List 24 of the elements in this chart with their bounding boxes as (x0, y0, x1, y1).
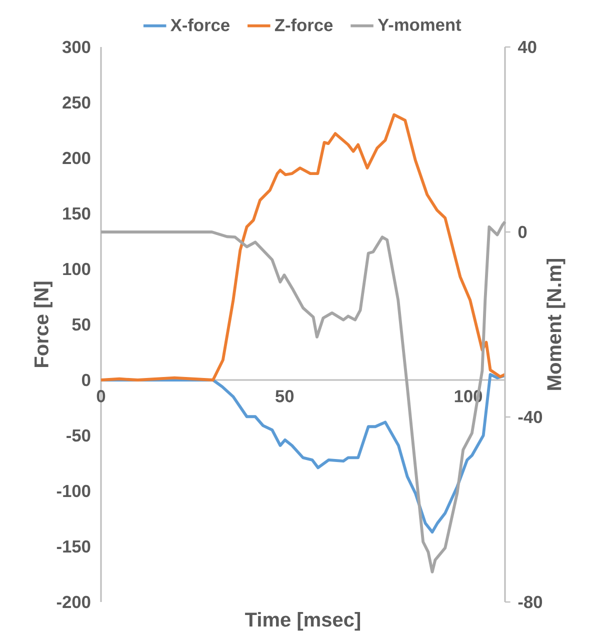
y-tick-label: 100 (63, 262, 90, 276)
x-tick-label: 50 (276, 390, 294, 402)
y2-tick-label: -40 (518, 410, 542, 424)
y-tick-label: -150 (56, 540, 90, 553)
y-axis-title: Force [N] (34, 282, 52, 368)
y-tick-label: 0 (82, 374, 90, 386)
y-tick-label: 250 (62, 96, 90, 109)
legend-label: Z-force (274, 18, 333, 32)
x-tick-label: 0 (96, 390, 106, 402)
y-tick-label: 150 (63, 207, 90, 220)
y-tick-label: 50 (72, 318, 90, 331)
line-series (100, 113, 506, 382)
x-axis-title: Time [msec] (245, 612, 360, 631)
legend-label: Y-moment (378, 18, 462, 31)
y-tick-label: 200 (62, 152, 90, 164)
y-tick-label: -200 (56, 596, 90, 608)
y2-axis-title: Moment [N.m] (546, 258, 566, 390)
y-tick-label: -100 (56, 484, 90, 498)
y2-tick-label: 0 (518, 226, 527, 238)
legend-label: X-force (170, 18, 230, 32)
y2-tick-label: -80 (518, 596, 542, 608)
y-tick-label: -50 (66, 429, 90, 442)
y-tick-label: 300 (62, 40, 90, 54)
y2-tick-label: 40 (518, 40, 536, 54)
